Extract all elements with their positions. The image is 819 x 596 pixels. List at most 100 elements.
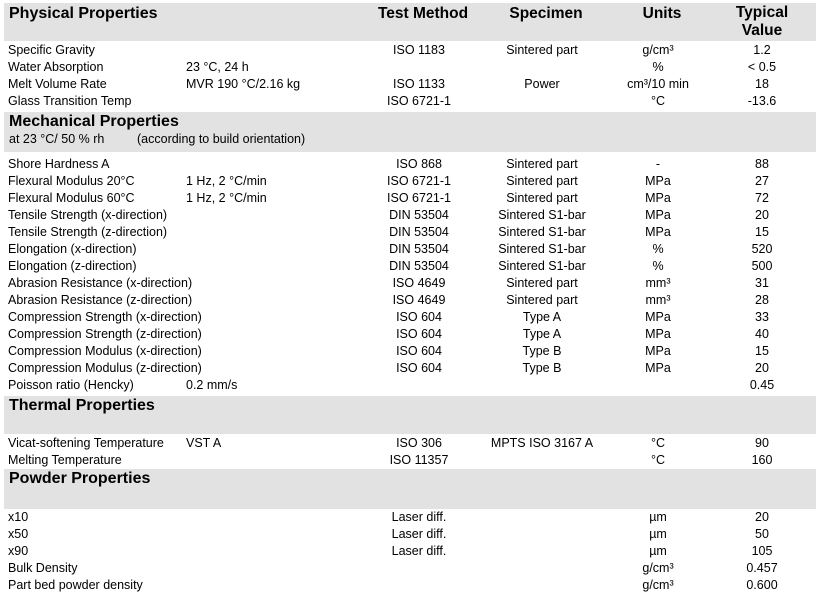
- typical-value: 160: [751, 453, 773, 467]
- unit: µm: [649, 527, 667, 541]
- section-title: Physical Properties: [9, 5, 158, 22]
- typical-value: 15: [755, 225, 769, 239]
- unit: %: [652, 60, 664, 74]
- property-name: Bulk Density: [8, 561, 78, 575]
- unit: %: [652, 259, 664, 273]
- table-row: Elongation (z-direction) DIN 53504 Sintere…: [0, 258, 819, 275]
- property-name: x90: [8, 544, 29, 558]
- typical-value: 0.600: [746, 578, 778, 592]
- test-method: ISO 4649: [392, 276, 446, 290]
- property-name: Elongation (x-direction): [8, 242, 137, 256]
- unit: °C: [650, 94, 666, 108]
- table-row: Tensile Strength (z-direction) DIN 53504 S…: [0, 224, 819, 241]
- specimen: Sintered part: [506, 157, 578, 171]
- property-name: Vicat-softening Temperature: [8, 436, 164, 450]
- unit: mm³: [645, 276, 671, 290]
- table-row: x50 Laser diff. µm 50: [0, 526, 819, 543]
- specimen: Type A: [522, 310, 562, 324]
- property-name: Abrasion Resistance (z-direction): [8, 293, 193, 307]
- table-row: Flexural Modulus 20°C 1 Hz, 2 °C/min ISO 6…: [0, 173, 819, 190]
- test-method: ISO 11357: [389, 453, 449, 467]
- section-subtitle: at 23 °C/ 50 % rh: [9, 132, 105, 146]
- column-header-specimen: Specimen: [509, 5, 583, 22]
- table-row: Flexural Modulus 60°C 1 Hz, 2 °C/min ISO 6…: [0, 190, 819, 207]
- section-header-mechanical: Mechanical Properties at 23 °C/ 50 % rh …: [4, 112, 816, 152]
- specimen: Sintered part: [506, 191, 578, 205]
- test-method: ISO 1183: [393, 43, 445, 57]
- unit: MPa: [645, 174, 671, 188]
- typical-value: 90: [755, 436, 769, 450]
- typical-value: 40: [755, 327, 769, 341]
- typical-value: 20: [755, 208, 769, 222]
- property-name: Melting Temperature: [8, 453, 122, 467]
- test-condition: VST A: [186, 436, 222, 450]
- unit: MPa: [645, 208, 671, 222]
- specimen: Sintered S1-bar: [498, 208, 586, 222]
- typical-value: -13.6: [747, 94, 777, 108]
- section-header-thermal: Thermal Properties: [4, 396, 816, 434]
- table-row: Abrasion Resistance (z-direction) ISO 464…: [0, 292, 819, 309]
- typical-value: 520: [751, 242, 773, 256]
- typical-value: 31: [755, 276, 769, 290]
- property-name: Shore Hardness A: [8, 157, 110, 171]
- property-name: Poisson ratio (Hencky): [8, 378, 134, 392]
- specimen: Type B: [522, 361, 562, 375]
- unit: -: [655, 157, 661, 171]
- unit: g/cm³: [642, 561, 674, 575]
- test-method: ISO 6721-1: [387, 191, 451, 205]
- typical-value: 0.457: [746, 561, 778, 575]
- specimen: Sintered S1-bar: [498, 242, 586, 256]
- unit: g/cm³: [642, 43, 674, 57]
- table-row: Compression Modulus (x-direction) ISO 604…: [0, 343, 819, 360]
- unit: g/cm³: [642, 578, 674, 592]
- test-method: ISO 868: [396, 157, 442, 171]
- test-method: ISO 604: [396, 344, 442, 358]
- table-row: x90 Laser diff. µm 105: [0, 543, 819, 560]
- property-name: Flexural Modulus 60°C: [8, 191, 135, 205]
- unit: MPa: [645, 361, 671, 375]
- property-name: Water Absorption: [8, 60, 104, 74]
- test-method: ISO 604: [396, 310, 442, 324]
- property-name: Compression Strength (z-direction): [8, 327, 202, 341]
- column-header-typical-value-line2: Value: [741, 22, 783, 39]
- unit: µm: [649, 510, 667, 524]
- property-name: Specific Gravity: [8, 43, 95, 57]
- property-name: Compression Modulus (z-direction): [8, 361, 202, 375]
- section-header-powder: Powder Properties: [4, 469, 816, 509]
- column-header-test-method: Test Method: [377, 5, 469, 22]
- unit: mm³: [645, 293, 671, 307]
- table-row: Water Absorption 23 °C, 24 h% < 0.5: [0, 59, 819, 76]
- test-method: Laser diff.: [391, 527, 447, 541]
- property-name: Melt Volume Rate: [8, 77, 107, 91]
- test-method: DIN 53504: [389, 225, 449, 239]
- unit: cm³/10 min: [627, 77, 689, 91]
- typical-value: 20: [755, 361, 769, 375]
- test-method: ISO 6721-1: [387, 94, 451, 108]
- table-row: Poisson ratio (Hencky) 0.2 mm/s 0.45: [0, 377, 819, 394]
- table-row: Vicat-softening Temperature VST A ISO 306 M…: [0, 435, 819, 452]
- table-row: Abrasion Resistance (x-direction) ISO 464…: [0, 275, 819, 292]
- property-name: Tensile Strength (x-direction): [8, 208, 168, 222]
- test-method: ISO 604: [396, 327, 442, 341]
- table-row: Compression Modulus (z-direction) ISO 604…: [0, 360, 819, 377]
- test-condition: 1 Hz, 2 °C/min: [186, 191, 267, 205]
- unit: MPa: [645, 225, 671, 239]
- typical-value: 88: [755, 157, 769, 171]
- unit: %: [652, 242, 664, 256]
- property-name: Abrasion Resistance (x-direction): [8, 276, 193, 290]
- table-row: x10 Laser diff. µm 20: [0, 509, 819, 526]
- property-name: Elongation (z-direction): [8, 259, 137, 273]
- table-row: Compression Strength (z-direction) ISO 60…: [0, 326, 819, 343]
- property-name: Compression Strength (x-direction): [8, 310, 202, 324]
- test-method: Laser diff.: [391, 510, 447, 524]
- table-row: Melt Volume Rate MVR 190 °C/2.16 kg ISO 11…: [0, 76, 819, 93]
- specimen: Type B: [522, 344, 562, 358]
- table-row: Glass Transition Temp ISO 6721-1 °C -13.6: [0, 93, 819, 110]
- unit: MPa: [645, 191, 671, 205]
- specimen: Power: [524, 77, 560, 91]
- specimen: Sintered part: [506, 293, 578, 307]
- table-row: Specific Gravity ISO 1183 Sintered part g/c…: [0, 42, 819, 59]
- typical-value: < 0.5: [747, 60, 777, 74]
- section-title: Mechanical Properties: [9, 113, 179, 130]
- table-row: Shore Hardness A ISO 868 Sintered part - 88: [0, 156, 819, 173]
